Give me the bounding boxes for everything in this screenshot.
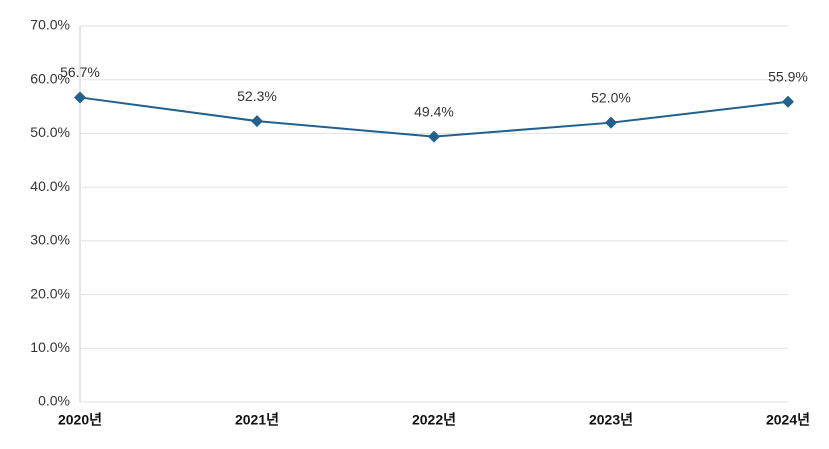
y-tick-label: 50.0% — [30, 124, 70, 140]
value-label: 52.3% — [237, 88, 277, 104]
y-tick-label: 60.0% — [30, 70, 70, 86]
y-tick-label: 20.0% — [30, 285, 70, 301]
value-label: 49.4% — [414, 103, 454, 119]
x-tick-label: 2021년 — [235, 412, 279, 428]
x-tick-label: 2022년 — [412, 412, 456, 428]
value-label: 56.7% — [60, 64, 100, 80]
x-tick-label: 2023년 — [589, 412, 633, 428]
y-tick-label: 40.0% — [30, 178, 70, 194]
marker — [605, 116, 617, 129]
marker — [251, 115, 263, 128]
value-label: 55.9% — [768, 68, 808, 84]
y-tick-label: 10.0% — [30, 339, 70, 355]
y-tick-label: 30.0% — [30, 232, 70, 248]
x-tick-label: 2020년 — [58, 412, 102, 428]
value-label: 52.0% — [591, 89, 631, 105]
marker — [74, 91, 86, 104]
marker — [428, 130, 440, 143]
y-tick-label: 0.0% — [38, 393, 70, 409]
marker — [782, 95, 794, 108]
x-tick-label: 2024년 — [766, 412, 810, 428]
y-tick-label: 70.0% — [30, 17, 70, 33]
